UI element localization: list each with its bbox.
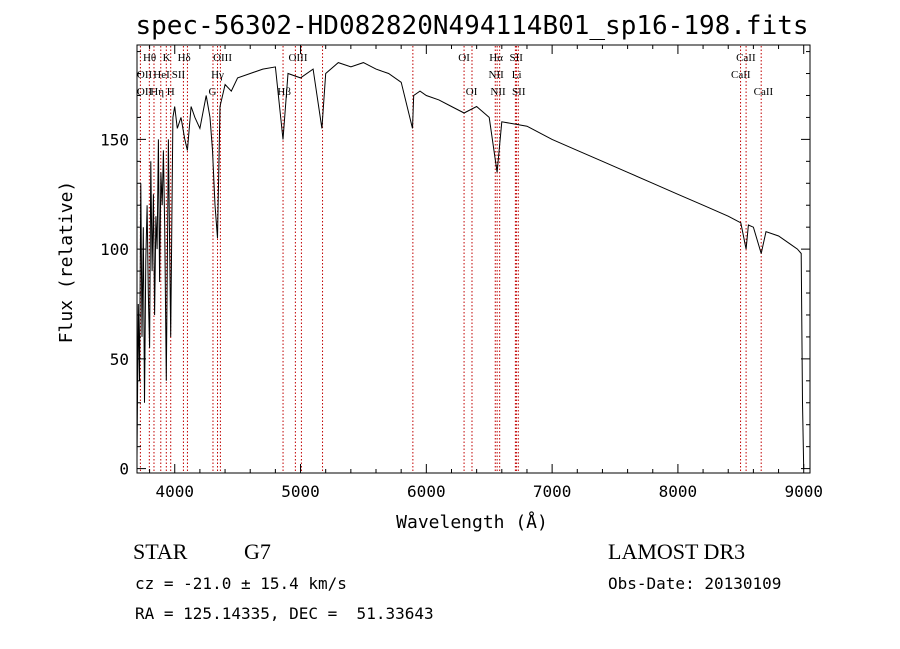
x-axis-ticks: 4000 5000 6000 7000 8000 9000: [149, 45, 823, 501]
line-label-0: Hθ: [143, 52, 156, 64]
line-label-24: CaII: [754, 86, 774, 98]
line-label-17: Hη: [150, 86, 164, 98]
line-label-6: Hα: [489, 52, 503, 64]
spectrum-series: [136, 62, 805, 469]
line-label-19: G: [209, 86, 217, 98]
line-label-23: SII: [512, 86, 526, 98]
spectrum-line-0: [136, 62, 805, 469]
coordinates: RA = 125.14335, DEC = 51.33643: [135, 604, 434, 623]
line-label-18: H: [167, 86, 175, 98]
subclass: G7: [244, 539, 271, 564]
chart-title: spec-56302-HD082820N494114B01_sp16-198.f…: [135, 11, 808, 41]
y-axis-ticks: 0 50 100 150: [100, 51, 810, 479]
line-label-20: Hβ: [277, 86, 291, 98]
y-axis-label: Flux (relative): [56, 181, 77, 344]
x-tick-label-8000: 8000: [659, 482, 698, 501]
x-axis-label: Wavelength (Å): [396, 511, 548, 533]
y-tick-label-0: 0: [119, 460, 129, 479]
x-tick-label-4000: 4000: [155, 482, 194, 501]
line-label-9: OII: [137, 69, 153, 81]
line-label-7: SII: [510, 52, 524, 64]
plot-frame: [136, 44, 811, 474]
x-tick-label-6000: 6000: [407, 482, 446, 501]
line-label-5: OI: [458, 52, 470, 64]
line-label-2: Hδ: [178, 52, 191, 64]
line-label-14: Li: [512, 69, 522, 81]
observation-date: Obs-Date: 20130109: [608, 574, 782, 593]
survey-name: LAMOST DR3: [608, 539, 746, 564]
y-tick-label-150: 150: [100, 130, 129, 149]
line-markers: [139, 46, 762, 472]
y-tick-label-100: 100: [100, 240, 129, 259]
line-label-12: Hγ: [211, 69, 224, 81]
line-label-13: NII: [489, 69, 505, 81]
x-tick-label-5000: 5000: [281, 482, 320, 501]
x-tick-label-9000: 9000: [784, 482, 823, 501]
redshift-value: cz = -21.0 ± 15.4 km/s: [135, 574, 347, 593]
line-label-3: OIII: [213, 52, 232, 64]
line-label-11: SII: [172, 69, 186, 81]
line-label-10: HeI: [153, 69, 170, 81]
x-tick-label-7000: 7000: [533, 482, 572, 501]
line-label-21: OI: [466, 86, 478, 98]
line-label-22: NII: [490, 86, 506, 98]
line-label-4: OIII: [289, 52, 308, 64]
line-label-15: CaII: [731, 69, 751, 81]
y-tick-label-50: 50: [110, 350, 129, 369]
line-label-1: K: [163, 52, 171, 64]
line-label-8: CaII: [736, 52, 756, 64]
object-class: STAR: [133, 539, 188, 564]
